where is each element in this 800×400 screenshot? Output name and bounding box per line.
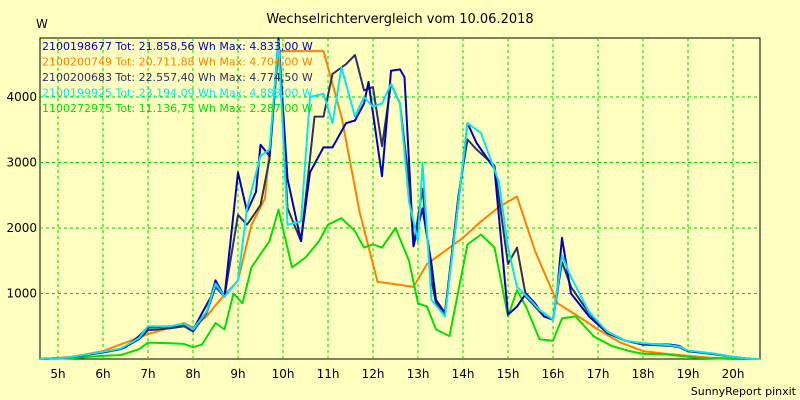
series-layer (39, 37, 761, 360)
chart-title: Wechselrichtervergleich vom 10.06.2018 (266, 12, 533, 27)
x-tick-label: 18h (632, 367, 655, 381)
footer-credit: SunnyReport pinxit (691, 385, 797, 398)
x-tick-label: 20h (722, 367, 745, 381)
y-tick-label: 3000 (6, 155, 37, 169)
x-tick-label: 12h (362, 367, 385, 381)
x-tick-label: 11h (317, 367, 340, 381)
y-tick-label: 1000 (6, 286, 37, 300)
y-axis-ticks: 1000 2000 3000 4000 (6, 90, 37, 301)
x-tick-label: 19h (677, 367, 700, 381)
x-tick-label: 6h (95, 367, 110, 381)
x-tick-label: 7h (140, 367, 155, 381)
plot-background (39, 37, 761, 360)
series-line-0 (39, 37, 760, 360)
y-tick-label: 2000 (6, 221, 37, 235)
legend-entry: 2100199925 Tot: 23.194,09 Wh Max: 4.888,… (42, 87, 313, 100)
y-axis-label: W (36, 17, 48, 31)
legend-entry: 2100198677 Tot: 21.858,56 Wh Max: 4.833,… (42, 40, 313, 53)
y-tick-label: 4000 (6, 90, 37, 104)
x-tick-label: 8h (185, 367, 200, 381)
x-axis-ticks: 5h 6h 7h 8h 9h 10h 11h 12h 13h 14h 15h 16h 17h 18h 19h… (50, 367, 744, 381)
x-tick-label: 15h (497, 367, 520, 381)
x-tick-label: 5h (50, 367, 65, 381)
plot-area (39, 37, 761, 360)
x-tick-label: 10h (272, 367, 295, 381)
x-tick-label: 17h (587, 367, 610, 381)
legend-entry: 2100200683 Tot: 22.557,40 Wh Max: 4.774,… (42, 71, 313, 84)
series-line-4 (39, 208, 760, 360)
grid-lines (40, 38, 760, 359)
series-line-3 (39, 40, 760, 360)
x-tick-label: 14h (452, 367, 475, 381)
x-tick-label: 9h (230, 367, 245, 381)
legend-entry: 1100272975 Tot: 11.136,75 Wh Max: 2.287,… (42, 102, 313, 115)
legend: 2100198677 Tot: 21.858,56 Wh Max: 4.833,… (42, 40, 313, 115)
legend-entry: 2100200749 Tot: 20.711,88 Wh Max: 4.704,… (42, 56, 313, 69)
x-tick-label: 16h (542, 367, 565, 381)
x-tick-label: 13h (407, 367, 430, 381)
